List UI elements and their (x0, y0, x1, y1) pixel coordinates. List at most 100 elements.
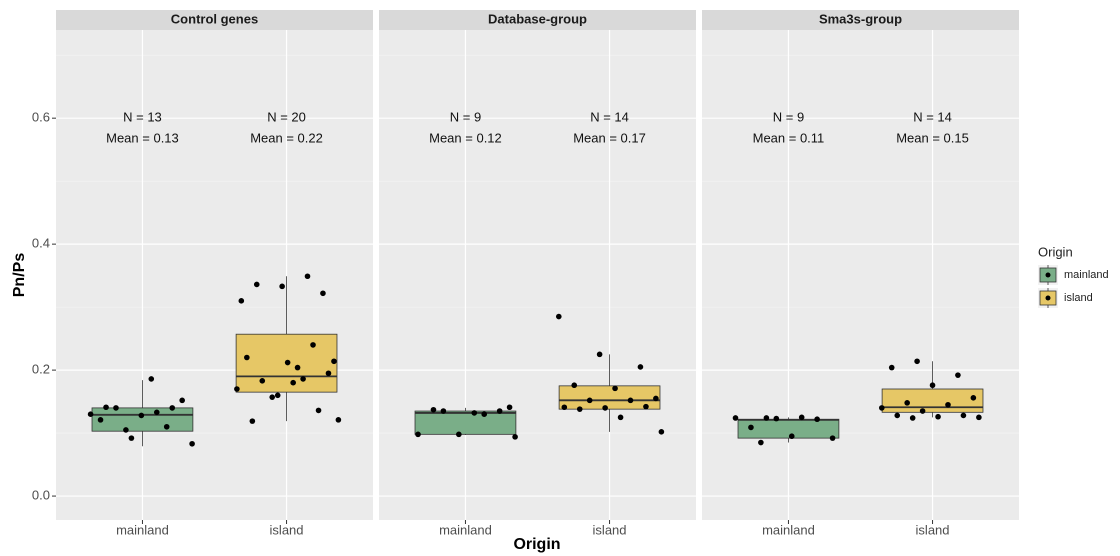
annotation: N = 14 (590, 109, 629, 124)
facet-title: Sma3s-group (819, 11, 902, 26)
data-point (894, 412, 901, 419)
data-point (249, 418, 256, 424)
data-point (929, 382, 936, 389)
data-point (169, 405, 176, 411)
data-point (335, 417, 342, 423)
data-point (456, 431, 462, 438)
data-point (259, 378, 266, 384)
data-point (888, 364, 895, 371)
data-point (878, 405, 885, 411)
box (558, 385, 661, 410)
data-point (325, 370, 332, 377)
annotation: Mean = 0.22 (250, 130, 323, 145)
data-point (571, 382, 578, 389)
data-point (153, 409, 160, 416)
annotation: Mean = 0.17 (573, 130, 646, 145)
data-point (415, 431, 421, 438)
data-point (976, 414, 982, 421)
data-point (274, 392, 281, 399)
data-point (163, 423, 170, 430)
data-point (238, 298, 245, 304)
facet-strip (702, 10, 1019, 30)
data-point (960, 412, 967, 419)
facet-title: Database-group (488, 11, 587, 26)
facet-strip (56, 10, 373, 30)
legend-label: island (1064, 292, 1093, 304)
data-point (294, 364, 301, 371)
panel-background (379, 30, 696, 520)
data-point (798, 414, 805, 421)
data-point (970, 395, 977, 401)
annotation: N = 20 (267, 109, 306, 124)
data-point (269, 394, 276, 400)
data-point (113, 405, 119, 411)
data-point (430, 406, 437, 413)
annotation: Mean = 0.11 (753, 130, 825, 145)
data-point (331, 358, 337, 365)
data-point (300, 376, 306, 382)
data-point (506, 404, 513, 411)
data-point (179, 397, 185, 404)
data-point (304, 273, 311, 280)
data-point (919, 408, 926, 414)
facet-title: Control genes (171, 11, 258, 26)
data-point (945, 401, 951, 408)
data-point (763, 415, 770, 421)
data-point (279, 283, 285, 290)
data-point (904, 400, 910, 406)
annotation: N = 13 (123, 109, 162, 124)
data-point (586, 397, 593, 404)
box (414, 410, 517, 435)
data-point (87, 411, 94, 417)
data-point (97, 417, 104, 423)
data-point (596, 351, 603, 358)
data-point (290, 379, 296, 386)
annotation: Mean = 0.15 (896, 130, 969, 145)
annotation: N = 9 (450, 109, 481, 124)
y-tick-label: 0.6 (32, 110, 50, 125)
x-tick-label: mainland (439, 522, 492, 537)
data-point (658, 429, 665, 435)
data-point (253, 281, 260, 288)
data-point (244, 354, 250, 361)
data-point (310, 342, 316, 348)
data-point (138, 412, 145, 419)
data-point (829, 435, 836, 441)
annotation: Mean = 0.13 (106, 130, 179, 145)
panel-background (56, 30, 373, 520)
box (881, 388, 984, 413)
data-point (955, 372, 961, 378)
data-point (758, 439, 764, 446)
legend-key-point (1045, 295, 1051, 301)
data-point (914, 358, 920, 365)
box (91, 407, 194, 432)
legend-label: mainland (1064, 269, 1109, 281)
data-point (123, 427, 129, 433)
data-point (814, 416, 820, 423)
data-point (440, 408, 447, 414)
y-tick-label: 0.0 (32, 488, 50, 503)
y-tick-label: 0.2 (32, 362, 50, 377)
x-tick-label: island (270, 522, 304, 537)
x-axis-title: Origin (513, 536, 560, 553)
data-point (471, 410, 478, 416)
data-point (561, 404, 568, 411)
data-point (555, 313, 562, 320)
data-point (643, 403, 649, 410)
data-point (748, 424, 754, 431)
data-point (148, 376, 155, 382)
facet-strip (379, 10, 696, 30)
data-point (627, 397, 634, 404)
data-point (128, 435, 135, 441)
data-point (653, 395, 659, 402)
x-tick-label: island (916, 522, 950, 537)
panel-background (702, 30, 1019, 520)
y-axis-title: Pn/Ps (11, 253, 28, 298)
x-tick-label: mainland (116, 522, 169, 537)
data-point (617, 414, 624, 421)
data-point (234, 386, 240, 392)
data-point (732, 415, 739, 421)
data-point (512, 434, 518, 440)
data-point (496, 408, 503, 414)
